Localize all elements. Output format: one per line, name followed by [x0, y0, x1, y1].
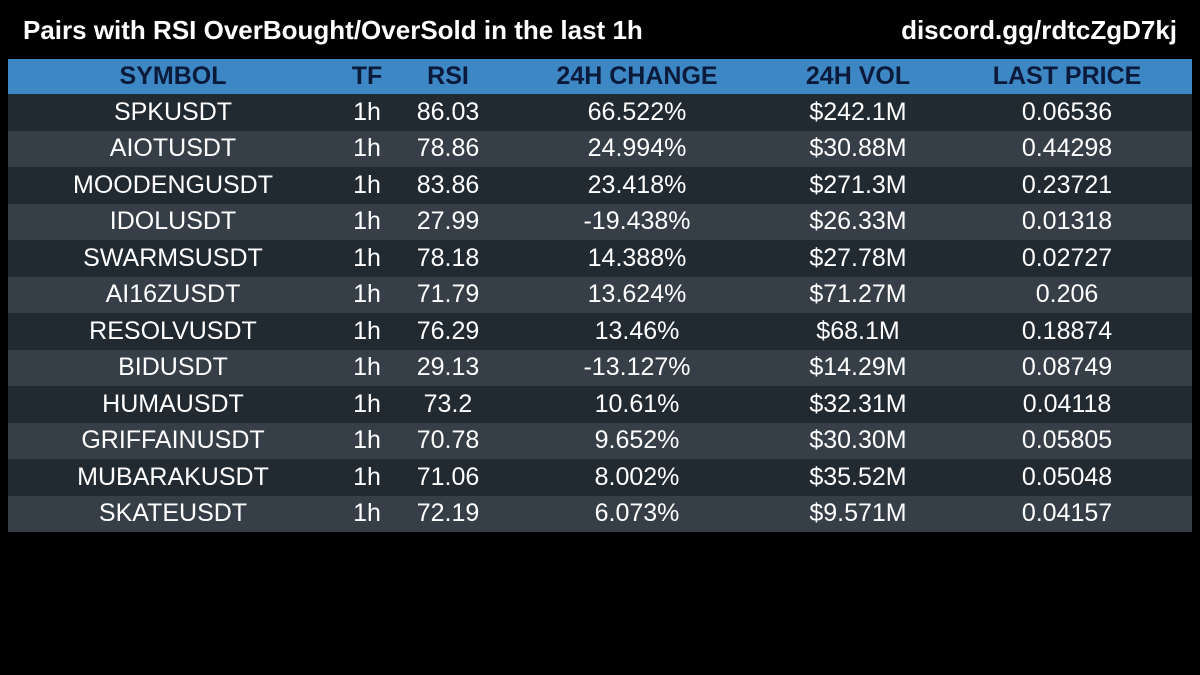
volume-cell: $30.88M [809, 134, 907, 163]
table-body: SPKUSDT 1h 86.03 66.522% $242.1M 0.06536 AIOTU… [8, 94, 1192, 532]
volume-cell: $26.33M [809, 207, 907, 236]
timeframe-cell: 1h [353, 426, 381, 455]
column-header-symbol: SYMBOL [119, 62, 227, 90]
header-bar: Pairs with RSI OverBought/OverSold in th… [0, 0, 1200, 60]
volume-cell: $71.27M [809, 280, 907, 309]
symbol-cell: RESOLVUSDT [89, 316, 257, 345]
table-row: SKATEUSDT 1h 72.19 6.073% $9.571M 0.04157 [8, 495, 1192, 532]
symbol-cell: AI16ZUSDT [105, 280, 241, 309]
volume-cell: $242.1M [809, 97, 907, 126]
change-cell: 14.388% [587, 243, 687, 272]
last-price-cell: 0.44298 [1021, 134, 1113, 163]
rsi-cell: 76.29 [416, 316, 480, 345]
change-cell: -19.438% [583, 207, 691, 236]
volume-cell: $30.30M [809, 426, 907, 455]
table-row: AIOTUSDT 1h 78.86 24.994% $30.88M 0.44298 [8, 130, 1192, 167]
change-cell: 66.522% [587, 97, 687, 126]
table-row: IDOLUSDT 1h 27.99 -19.438% $26.33M 0.01318 [8, 203, 1192, 240]
volume-cell: $14.29M [809, 353, 907, 382]
volume-cell: $68.1M [816, 316, 900, 345]
rsi-cell: 70.78 [416, 426, 480, 455]
timeframe-cell: 1h [353, 97, 381, 126]
column-header-24h-change: 24H CHANGE [556, 62, 718, 90]
last-price-cell: 0.06536 [1021, 97, 1113, 126]
table-row: AI16ZUSDT 1h 71.79 13.624% $71.27M 0.206 [8, 276, 1192, 313]
symbol-cell: BIDUSDT [118, 353, 228, 382]
change-cell: 13.624% [587, 280, 687, 309]
timeframe-cell: 1h [353, 316, 381, 345]
last-price-cell: 0.18874 [1021, 316, 1113, 345]
symbol-cell: SPKUSDT [113, 97, 233, 126]
timeframe-cell: 1h [353, 243, 381, 272]
table-row: GRIFFAINUSDT 1h 70.78 9.652% $30.30M 0.05805 [8, 422, 1192, 459]
change-cell: 9.652% [594, 426, 680, 455]
last-price-cell: 0.05048 [1021, 462, 1113, 491]
table-row: BIDUSDT 1h 29.13 -13.127% $14.29M 0.08749 [8, 349, 1192, 386]
volume-cell: $35.52M [809, 462, 907, 491]
timeframe-cell: 1h [353, 462, 381, 491]
table-row: MUBARAKUSDT 1h 71.06 8.002% $35.52M 0.05048 [8, 459, 1192, 496]
change-cell: 23.418% [587, 170, 687, 199]
table-row: SWARMSUSDT 1h 78.18 14.388% $27.78M 0.02727 [8, 240, 1192, 277]
last-price-cell: 0.23721 [1021, 170, 1113, 199]
symbol-cell: MOODENGUSDT [73, 170, 273, 199]
symbol-cell: MUBARAKUSDT [77, 462, 269, 491]
rsi-cell: 78.18 [416, 243, 480, 272]
rsi-cell: 27.99 [416, 207, 480, 236]
rsi-cell: 86.03 [416, 97, 480, 126]
last-price-cell: 0.04118 [1022, 389, 1112, 418]
volume-cell: $9.571M [809, 499, 907, 528]
change-cell: 24.994% [587, 134, 687, 163]
rsi-cell: 83.86 [416, 170, 480, 199]
volume-cell: $27.78M [809, 243, 907, 272]
column-header-last-price: LAST PRICE [992, 62, 1142, 90]
last-price-cell: 0.04157 [1021, 499, 1113, 528]
last-price-cell: 0.02727 [1021, 243, 1113, 272]
rsi-cell: 73.2 [423, 389, 473, 418]
symbol-cell: SKATEUSDT [98, 499, 248, 528]
rsi-cell: 71.79 [416, 280, 480, 309]
volume-cell: $271.3M [809, 170, 907, 199]
last-price-cell: 0.206 [1035, 280, 1099, 309]
symbol-cell: IDOLUSDT [109, 207, 237, 236]
table-row: MOODENGUSDT 1h 83.86 23.418% $271.3M 0.23721 [8, 167, 1192, 204]
table-row: SPKUSDT 1h 86.03 66.522% $242.1M 0.06536 [8, 94, 1192, 131]
timeframe-cell: 1h [353, 134, 381, 163]
symbol-cell: GRIFFAINUSDT [81, 426, 265, 455]
rsi-cell: 29.13 [416, 353, 480, 382]
timeframe-cell: 1h [353, 207, 381, 236]
volume-cell: $32.31M [809, 389, 907, 418]
page-title: Pairs with RSI OverBought/OverSold in th… [23, 15, 643, 45]
rsi-cell: 78.86 [416, 134, 480, 163]
column-header-tf: TF [351, 62, 383, 90]
last-price-cell: 0.05805 [1021, 426, 1113, 455]
rsi-cell: 72.19 [416, 499, 480, 528]
rsi-table: SYMBOL TF RSI 24H CHANGE 24H VOL LAST PR… [8, 59, 1192, 532]
symbol-cell: HUMAUSDT [102, 389, 244, 418]
timeframe-cell: 1h [353, 499, 381, 528]
table-header-row: SYMBOL TF RSI 24H CHANGE 24H VOL LAST PR… [8, 59, 1192, 94]
change-cell: 6.073% [594, 499, 680, 528]
column-header-24h-vol: 24H VOL [805, 62, 911, 90]
rsi-cell: 71.06 [416, 462, 480, 491]
last-price-cell: 0.08749 [1021, 353, 1113, 382]
change-cell: -13.127% [583, 353, 691, 382]
table-row: RESOLVUSDT 1h 76.29 13.46% $68.1M 0.18874 [8, 313, 1192, 350]
timeframe-cell: 1h [353, 170, 381, 199]
change-cell: 13.46% [594, 316, 680, 345]
timeframe-cell: 1h [353, 353, 381, 382]
symbol-cell: SWARMSUSDT [83, 243, 263, 272]
discord-link[interactable]: discord.gg/rdtcZgD7kj [901, 15, 1177, 45]
column-header-rsi: RSI [427, 62, 469, 90]
change-cell: 8.002% [594, 462, 680, 491]
table-row: HUMAUSDT 1h 73.2 10.61% $32.31M 0.04118 [8, 386, 1192, 423]
change-cell: 10.61% [594, 389, 680, 418]
timeframe-cell: 1h [353, 280, 381, 309]
last-price-cell: 0.01318 [1021, 207, 1113, 236]
symbol-cell: AIOTUSDT [109, 134, 237, 163]
timeframe-cell: 1h [353, 389, 381, 418]
